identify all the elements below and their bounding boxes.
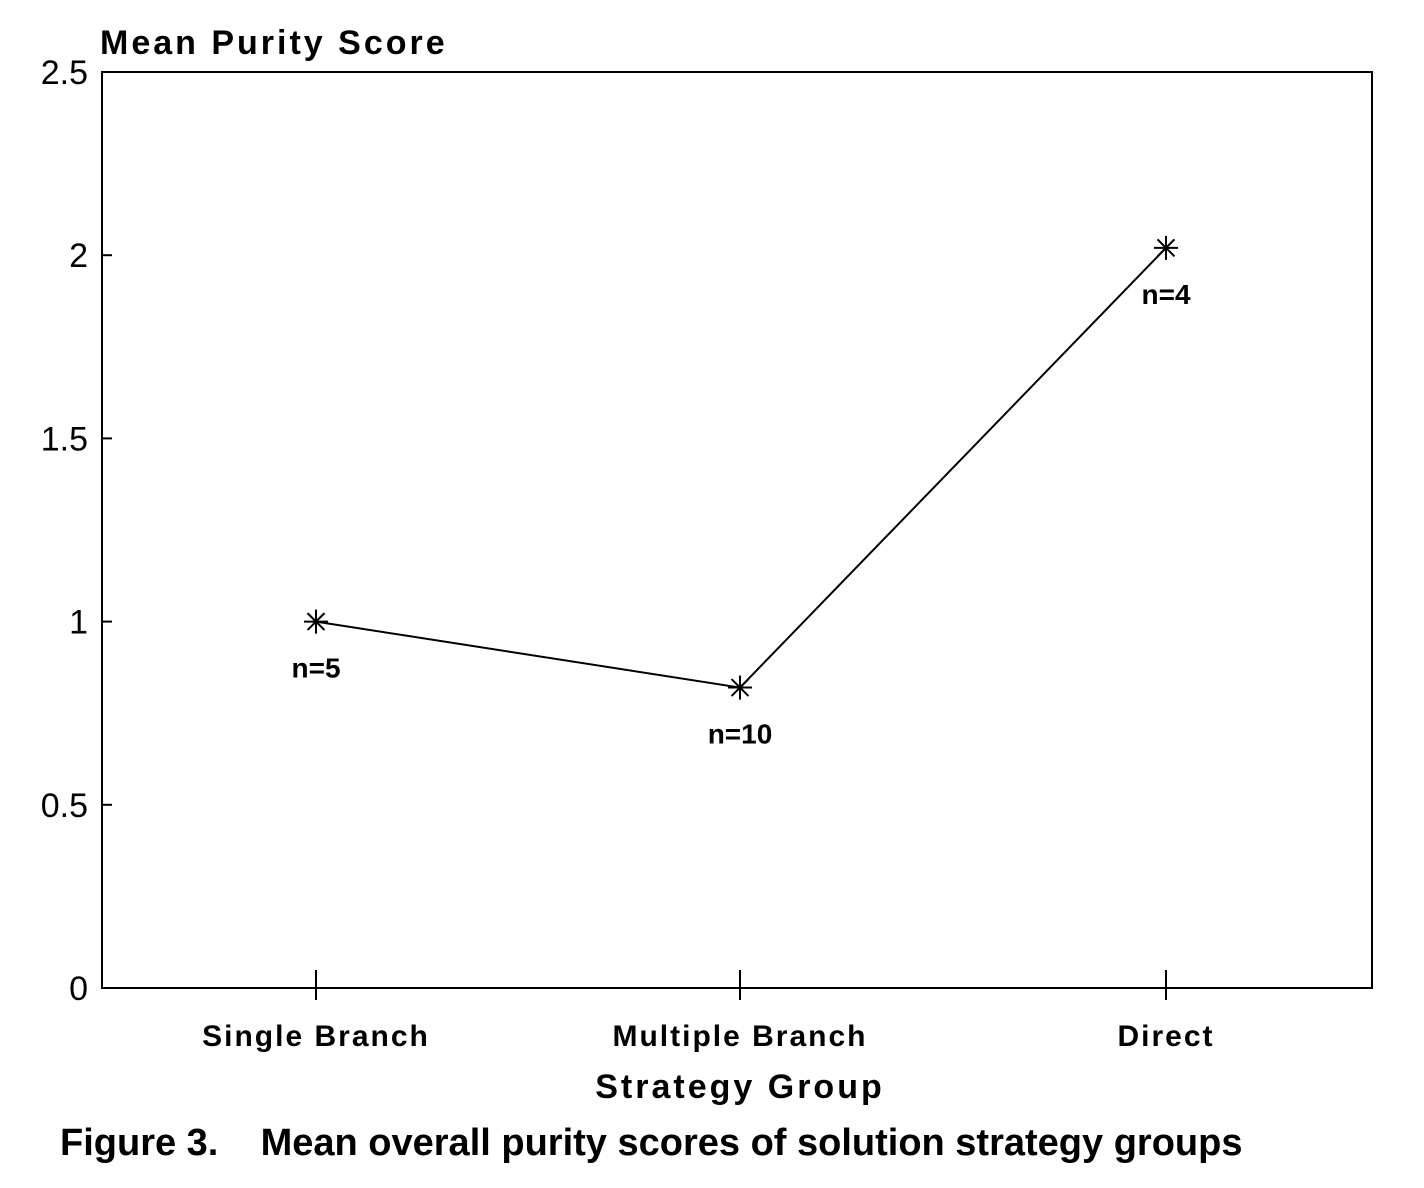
data-point-marker bbox=[304, 609, 328, 634]
y-axis: 0 0.5 1 1.5 2 2.5 bbox=[41, 54, 112, 1008]
series-line: n=5 n=10 n=4 bbox=[291, 235, 1191, 750]
figure-caption: Figure 3. Mean overall purity scores of … bbox=[60, 1122, 1243, 1164]
y-tick-label: 0 bbox=[69, 970, 88, 1008]
x-tick-label: Direct bbox=[1117, 1020, 1214, 1053]
y-tick-label: 2.5 bbox=[41, 54, 88, 92]
data-point-marker bbox=[1154, 235, 1178, 260]
y-tick-label: 0.5 bbox=[41, 787, 88, 825]
x-tick-label: Multiple Branch bbox=[612, 1020, 867, 1053]
y-axis-title: Mean Purity Score bbox=[100, 24, 448, 62]
y-tick-label: 2 bbox=[69, 237, 88, 275]
y-tick-label: 1.5 bbox=[41, 420, 88, 458]
x-axis: Single Branch Multiple Branch Direct bbox=[202, 970, 1214, 1053]
data-label: n=4 bbox=[1141, 279, 1190, 310]
x-tick-label: Single Branch bbox=[202, 1020, 430, 1053]
data-label: n=10 bbox=[708, 719, 773, 750]
chart-svg: Mean Purity Score 0 0.5 1 1.5 2 2.5 Single Br… bbox=[41, 24, 1373, 1106]
data-label: n=5 bbox=[291, 653, 340, 684]
series-path bbox=[315, 247, 1167, 689]
plot-frame bbox=[101, 71, 1373, 989]
y-tick-label: 1 bbox=[69, 604, 88, 642]
data-point-marker bbox=[728, 675, 752, 700]
x-axis-title: Strategy Group bbox=[595, 1068, 884, 1106]
